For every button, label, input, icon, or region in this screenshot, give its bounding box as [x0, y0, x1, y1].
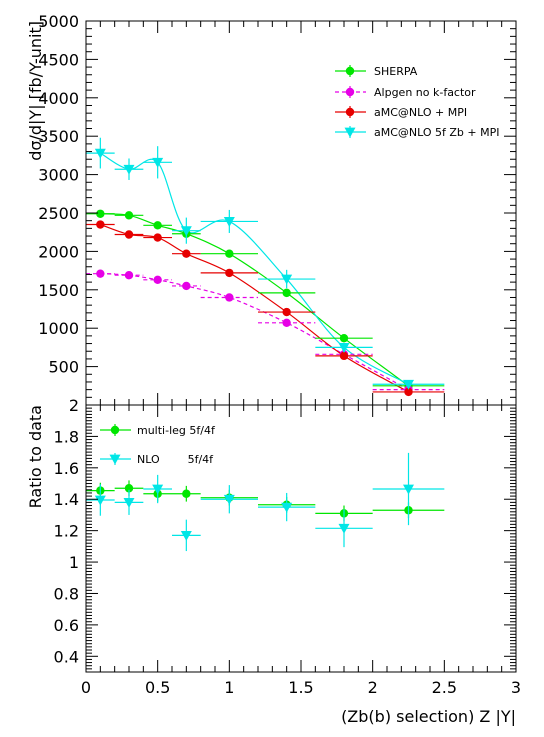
- ratio-point: [338, 523, 350, 534]
- x-axis: 0 0.5 1 1.5 2 2.5 3: [81, 405, 521, 697]
- ratio-point: [94, 495, 106, 506]
- top-y-tick-label: 2000: [38, 242, 79, 261]
- bottom-y-axis-label: Ratio to data: [26, 405, 45, 508]
- legend-marker: [345, 107, 355, 117]
- ratio-point: [403, 484, 414, 495]
- x-tick-label: 1.5: [288, 678, 313, 697]
- legend-label: NLO 5f/4f: [137, 453, 214, 466]
- top-y-axis-label: dσ/d|Y| [fb/Y-unit]: [26, 21, 45, 161]
- data-point: [225, 268, 234, 278]
- ratio-point: [180, 530, 192, 541]
- x-tick-label: 3: [511, 678, 521, 697]
- bottom-y-tick-label: 1.6: [54, 459, 79, 478]
- bottom-y-tick-label: 0.8: [54, 584, 79, 603]
- bottom-y-tick-label: 0.4: [54, 647, 79, 666]
- x-axis-label: (Zb(b) selection) Z |Y|: [341, 707, 516, 726]
- data-point: [96, 209, 105, 218]
- legend-marker: [345, 66, 355, 76]
- bottom-y-tick-label: 1.2: [54, 522, 79, 541]
- top-points-layer: [86, 137, 445, 397]
- data-point: [339, 333, 349, 343]
- legend-marker: [344, 127, 356, 138]
- x-tick-label: 1: [224, 678, 234, 697]
- data-point: [339, 351, 349, 361]
- data-point: [124, 271, 134, 280]
- bottom-y-tick-label: 1.4: [54, 490, 79, 509]
- bottom-y-tick-label: 1: [69, 553, 79, 572]
- data-point: [282, 318, 291, 328]
- ratio-point: [123, 497, 135, 508]
- legend-label: multi-leg 5f/4f: [137, 424, 216, 437]
- data-point: [124, 230, 134, 239]
- bottom-y-axis: 0.4 0.6 0.8 1 1.2 1.4 1.6 1.8: [54, 407, 516, 673]
- bottom-y-tick-label: 1.8: [54, 427, 79, 446]
- data-point: [282, 307, 291, 317]
- data-point: [180, 226, 192, 237]
- data-point: [282, 288, 291, 298]
- legend-marker: [345, 87, 355, 97]
- bottom-y-tick-label: 0.6: [54, 616, 79, 635]
- top-y-tick-label: 1500: [38, 281, 79, 300]
- data-point: [123, 164, 135, 175]
- top-y-tick-label: 4000: [38, 89, 79, 108]
- x-tick-label: 2: [368, 678, 378, 697]
- legend-label: SHERPA: [374, 65, 418, 78]
- top-bottom-tick-label: 2: [69, 396, 79, 415]
- x-tick-label: 2.5: [432, 678, 457, 697]
- top-y-tick-label: 3000: [38, 166, 79, 185]
- x-tick-label: 0: [81, 678, 91, 697]
- ratio-point: [281, 502, 293, 513]
- legend-label: aMC@NLO + MPI: [374, 106, 467, 119]
- data-point: [94, 148, 106, 159]
- top-y-tick-label: 500: [48, 358, 79, 377]
- data-point: [153, 221, 162, 230]
- bottom-legend: multi-leg 5f/4f NLO 5f/4f: [100, 424, 216, 466]
- top-y-tick-label: 5000: [38, 12, 79, 31]
- top-y-axis: 500 1000 1500 2000 2500 3000 3500 4000 4500 5000: [38, 12, 517, 405]
- cross-section-panel: 500100015002000250030003500400045005000 …: [26, 12, 517, 415]
- data-point: [338, 343, 350, 353]
- top-y-tick-label: 4500: [38, 50, 79, 69]
- ratio-point: [223, 494, 235, 505]
- legend-marker: [109, 454, 121, 465]
- ratio-point: [124, 484, 134, 493]
- ratio-point: [152, 484, 164, 495]
- data-point: [225, 249, 234, 258]
- legend-marker: [110, 425, 120, 435]
- top-y-tick-label: 2500: [38, 204, 79, 223]
- ratio-panel: 0.4 0.6 0.8 1 1.2 1.4 1.6 1.8 0 0.5 1 1.5 2 2.5 3 Rat…: [26, 404, 521, 726]
- bottom-points-layer: [86, 452, 445, 552]
- data-point: [96, 220, 105, 229]
- data-point: [182, 249, 191, 258]
- data-point: [404, 387, 413, 397]
- top-y-tick-label: 1000: [38, 319, 79, 338]
- data-point: [182, 281, 191, 291]
- ratio-point: [182, 489, 191, 498]
- legend-label: Alpgen no k-factor: [374, 86, 476, 99]
- data-point: [96, 269, 105, 278]
- data-point: [223, 217, 235, 227]
- data-point: [281, 274, 293, 285]
- x-tick-label: 0.5: [145, 678, 170, 697]
- top-y-tick-label: 3500: [38, 127, 79, 146]
- legend-label: aMC@NLO 5f Zb + MPI: [374, 126, 500, 139]
- data-point: [225, 293, 234, 302]
- data-point: [153, 275, 162, 285]
- data-point: [152, 157, 164, 168]
- top-legend: SHERPA Alpgen no k-factor aMC@NLO + MPI aMC…: [335, 65, 500, 139]
- data-point: [153, 233, 162, 242]
- data-point: [124, 211, 134, 220]
- data-point: [403, 379, 414, 390]
